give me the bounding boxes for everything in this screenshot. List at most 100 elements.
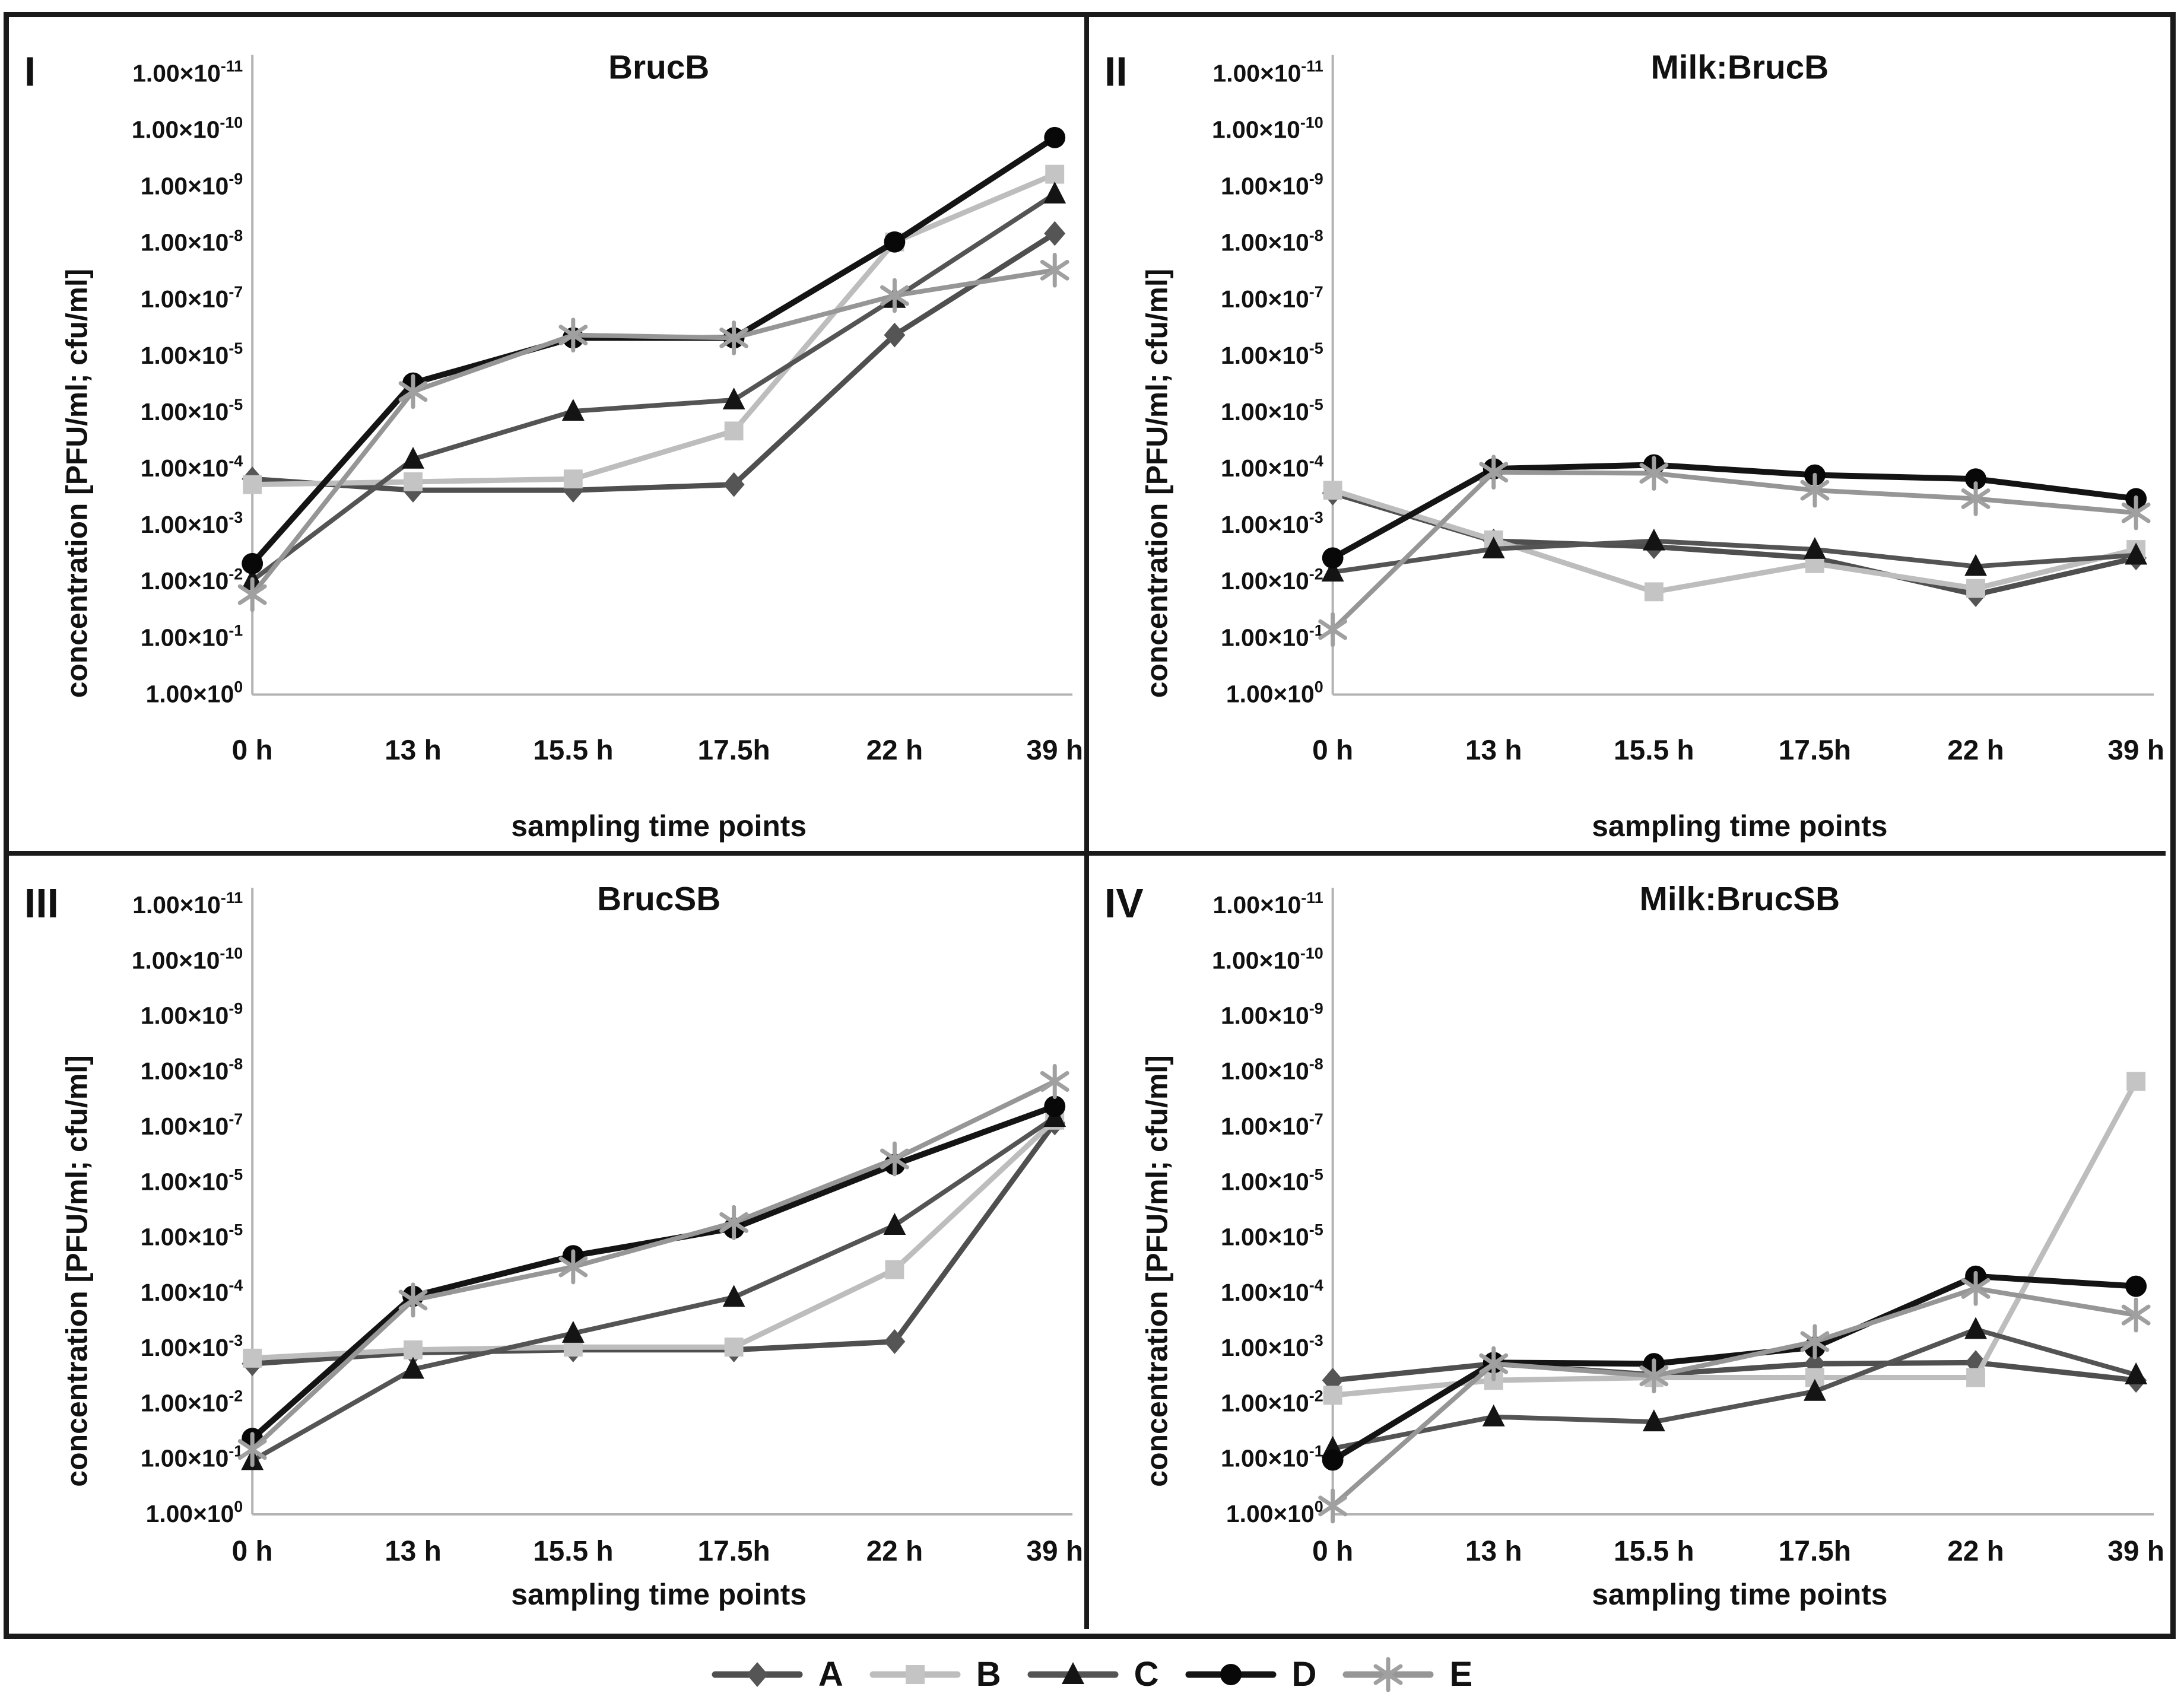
panel-IV-milk-brucsb: IV Milk:BrucSB 1.00×10-11 1.00×10-10 1.00×10… bbox=[1089, 856, 2166, 1629]
y-tick-label: 1.00×10-1 bbox=[1221, 621, 1323, 651]
y-tick-label: 1.00×10-3 bbox=[1221, 509, 1323, 538]
quadrant-frame: I BrucB 1.00×10-11 1.00×10-10 1.00×10-9 1.00×… bbox=[4, 12, 2176, 1639]
x-tick-label: 22 h bbox=[866, 735, 923, 766]
series-line bbox=[1330, 1359, 2139, 1383]
triangle-marker bbox=[722, 1285, 745, 1307]
series-D bbox=[1322, 1265, 2147, 1471]
circle-marker bbox=[884, 231, 906, 253]
triangle-marker bbox=[402, 1356, 424, 1379]
panel-title: Milk:BrucSB bbox=[1640, 880, 1840, 918]
circle-marker bbox=[242, 552, 264, 574]
y-tick-label: 1.00×10-7 bbox=[1221, 283, 1323, 313]
circle-marker bbox=[1322, 547, 1344, 569]
triangle-marker bbox=[1964, 554, 1987, 576]
y-tick-label: 1.00×10-5 bbox=[1221, 1221, 1323, 1251]
triangle-marker bbox=[2125, 542, 2148, 565]
panel-numeral: I bbox=[24, 48, 36, 94]
y-axis-title: concentration [PFU/ml; cfu/ml] bbox=[1141, 1055, 1174, 1487]
triangle-marker bbox=[1482, 1404, 1505, 1427]
legend-label: D bbox=[1291, 1655, 1317, 1694]
panel-plot: II Milk:BrucB 1.00×10-11 1.00×10-10 1.00×10-… bbox=[1104, 48, 2164, 843]
panel-plot: IV Milk:BrucSB 1.00×10-11 1.00×10-10 1.00×10… bbox=[1104, 880, 2164, 1611]
legend-label: B bbox=[976, 1655, 1001, 1694]
x-tick-label: 0 h bbox=[232, 735, 273, 766]
y-tick-label: 1.00×100 bbox=[146, 678, 243, 708]
y-tick-label: 1.00×10-5 bbox=[1221, 339, 1323, 369]
series-line bbox=[249, 1117, 1058, 1361]
x-axis-title: sampling time points bbox=[511, 809, 807, 843]
x-tick-label: 0 h bbox=[1312, 735, 1353, 766]
asterisk-marker bbox=[880, 278, 909, 313]
legend-label: C bbox=[1134, 1655, 1159, 1694]
y-tick-label: 1.00×10-1 bbox=[1221, 1443, 1323, 1472]
panel-numeral: II bbox=[1104, 48, 1128, 94]
series-line bbox=[1330, 1327, 2139, 1451]
triangle-marker bbox=[561, 1320, 585, 1343]
legend-label: E bbox=[1449, 1655, 1473, 1694]
square-marker bbox=[724, 1338, 744, 1357]
y-tick-label: 1.00×100 bbox=[146, 1498, 243, 1527]
x-tick-label: 39 h bbox=[2107, 1536, 2164, 1567]
triangle-marker bbox=[1642, 528, 1665, 551]
y-tick-label: 1.00×10-7 bbox=[141, 1110, 243, 1140]
y-tick-label: 1.00×10-11 bbox=[132, 889, 243, 919]
x-tick-label: 13 h bbox=[1465, 1536, 1522, 1567]
triangle-marker bbox=[1804, 537, 1826, 559]
series-C bbox=[1321, 528, 2148, 582]
x-tick-label: 15.5 h bbox=[1614, 1536, 1694, 1567]
x-axis-title: sampling time points bbox=[1592, 809, 1887, 843]
square-marker bbox=[1323, 1386, 1342, 1405]
asterisk-marker bbox=[1800, 1324, 1830, 1359]
asterisk-marker bbox=[1040, 1063, 1069, 1099]
x-axis-title: sampling time points bbox=[511, 1578, 807, 1611]
asterisk-marker bbox=[1318, 612, 1348, 647]
square-marker bbox=[1966, 1368, 1986, 1387]
square-marker bbox=[1644, 582, 1664, 602]
y-tick-label: 1.00×10-1 bbox=[141, 621, 243, 651]
asterisk-marker bbox=[558, 317, 588, 352]
x-axis-title: sampling time points bbox=[1592, 1578, 1887, 1611]
triangle-marker bbox=[722, 387, 745, 409]
asterisk-marker bbox=[719, 1205, 748, 1240]
series-line bbox=[250, 268, 1058, 598]
triangle-marker bbox=[1482, 536, 1505, 558]
square-marker bbox=[1323, 481, 1342, 500]
asterisk-marker bbox=[1961, 1270, 1991, 1306]
legend-item-C: C bbox=[1027, 1651, 1159, 1698]
y-tick-label: 1.00×10-8 bbox=[1221, 227, 1323, 256]
triangle-marker bbox=[2125, 1362, 2148, 1384]
series-A bbox=[242, 221, 1066, 503]
asterisk-marker bbox=[398, 374, 428, 409]
series-D bbox=[242, 126, 1066, 574]
legend-label: A bbox=[818, 1655, 843, 1694]
y-tick-label: 1.00×10-2 bbox=[141, 1387, 243, 1416]
square-marker bbox=[724, 421, 744, 441]
legend-square-swatch bbox=[869, 1665, 961, 1684]
y-tick-label: 1.00×10-10 bbox=[132, 114, 243, 144]
y-tick-label: 1.00×10-10 bbox=[1212, 114, 1323, 144]
y-axis-title: concentration [PFU/ml; cfu/ml] bbox=[60, 269, 93, 698]
panel-II-milk-brucb: II Milk:BrucB 1.00×10-11 1.00×10-10 1.00×10-… bbox=[1089, 17, 2166, 856]
y-tick-label: 1.00×10-9 bbox=[1221, 1000, 1323, 1030]
series-line bbox=[249, 231, 1058, 493]
series-E bbox=[237, 1063, 1069, 1467]
series-C bbox=[241, 182, 1066, 590]
asterisk-marker bbox=[1040, 252, 1069, 288]
y-tick-label: 1.00×10-9 bbox=[141, 170, 243, 200]
y-tick-label: 1.00×100 bbox=[1226, 1498, 1323, 1527]
legend-item-E: E bbox=[1342, 1651, 1472, 1698]
square-marker bbox=[243, 1348, 262, 1368]
y-tick-label: 1.00×10-4 bbox=[1221, 1276, 1323, 1306]
legend-asterisk-swatch bbox=[1342, 1657, 1434, 1692]
y-axis-title: concentration [PFU/ml; cfu/ml] bbox=[61, 1055, 94, 1487]
x-tick-label: 22 h bbox=[1947, 735, 2004, 766]
triangle-marker bbox=[1642, 1409, 1665, 1432]
square-marker bbox=[885, 1260, 904, 1279]
triangle-marker bbox=[561, 399, 585, 421]
triangle-marker bbox=[883, 1212, 906, 1235]
series-line bbox=[1329, 1273, 2139, 1463]
x-tick-label: 13 h bbox=[1465, 735, 1522, 766]
series-line bbox=[249, 1120, 1058, 1367]
square-marker bbox=[243, 475, 262, 494]
x-tick-label: 0 h bbox=[1312, 1536, 1353, 1567]
